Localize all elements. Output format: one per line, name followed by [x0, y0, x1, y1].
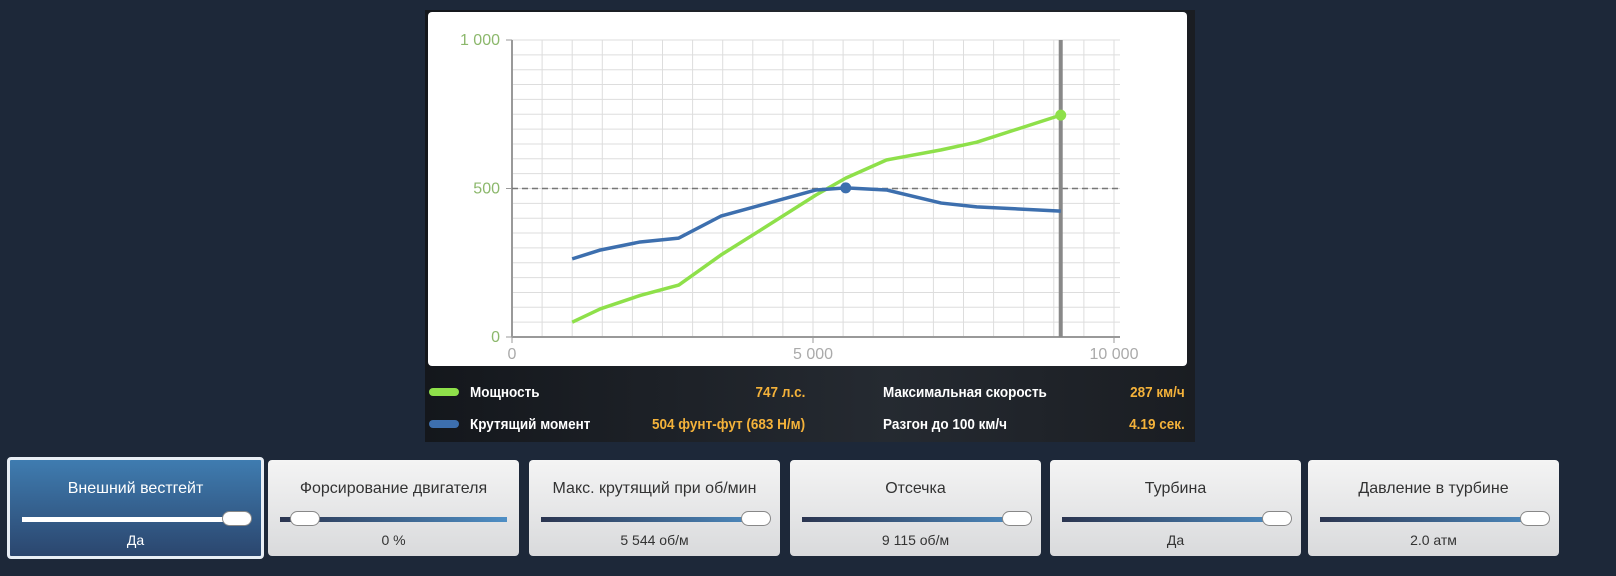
x-tick-label: 5 000: [793, 346, 833, 363]
slider[interactable]: [541, 511, 771, 526]
card-title: Форсирование двигателя: [299, 480, 488, 497]
card-value: Да: [126, 532, 145, 548]
stat-value: 287 км/ч: [1130, 384, 1185, 401]
tuning-card[interactable]: Отсечка 9 115 об/м: [790, 460, 1041, 556]
legend-value: 747 л.с.: [755, 384, 805, 401]
slider[interactable]: [1320, 511, 1550, 526]
chart-panel: 0 500 1 000 0 5 000 10 000 Мощность 747 л.с. …: [425, 10, 1195, 442]
slider-thumb[interactable]: [222, 511, 252, 526]
y-tick-label: 1 000: [460, 32, 500, 49]
card-title: Отсечка: [885, 480, 946, 497]
series-line: [571, 186, 1061, 261]
legend-swatch: [429, 388, 459, 396]
slider[interactable]: [280, 511, 507, 526]
tuning-card[interactable]: Турбина Да: [1050, 460, 1301, 556]
card-title: Внешний вестгейт: [67, 480, 204, 497]
tuning-card[interactable]: Давление в турбине 2.0 атм: [1308, 460, 1559, 556]
slider[interactable]: [1062, 511, 1292, 526]
card-value: 5 544 об/м: [620, 532, 689, 548]
legend-value: 504 фунт-фут (683 Н/м): [651, 416, 805, 433]
tuning-card[interactable]: Форсирование двигателя 0 %: [268, 460, 519, 556]
chart: 0 500 1 000 0 5 000 10 000: [428, 12, 1187, 366]
highlight-point: [840, 182, 852, 194]
stat-value: 4.19 сек.: [1129, 416, 1185, 433]
card-value: Да: [1166, 532, 1185, 548]
tuning-card[interactable]: Внешний вестгейт Да: [7, 457, 264, 559]
card-value: 2.0 атм: [1410, 532, 1457, 548]
slider[interactable]: [22, 511, 252, 526]
legend-label: Крутящий момент: [470, 416, 591, 433]
card-title: Макс. крутящий при об/мин: [552, 480, 757, 497]
slider-thumb[interactable]: [1520, 511, 1550, 526]
y-tick-label: 0: [491, 329, 500, 346]
slider-thumb[interactable]: [290, 511, 320, 526]
y-tick-label: 500: [473, 181, 500, 198]
slider[interactable]: [802, 511, 1032, 526]
tuning-card[interactable]: Макс. крутящий при об/мин 5 544 об/м: [529, 460, 780, 556]
card-value: 9 115 об/м: [881, 532, 950, 548]
card-title: Давление в турбине: [1358, 480, 1509, 497]
stat-label: Максимальная скорость: [883, 384, 1047, 401]
series-line: [571, 113, 1062, 324]
x-tick-label: 0: [508, 346, 517, 363]
legend-swatch: [429, 420, 459, 428]
slider-thumb[interactable]: [741, 511, 771, 526]
card-value: 0 %: [381, 532, 406, 548]
card-title: Турбина: [1144, 480, 1207, 497]
slider-thumb[interactable]: [1002, 511, 1032, 526]
slider-thumb[interactable]: [1262, 511, 1292, 526]
x-tick-label: 10 000: [1090, 346, 1139, 363]
legend-label: Мощность: [470, 384, 540, 401]
stat-label: Разгон до 100 км/ч: [883, 416, 1007, 433]
highlight-point: [1055, 109, 1067, 121]
